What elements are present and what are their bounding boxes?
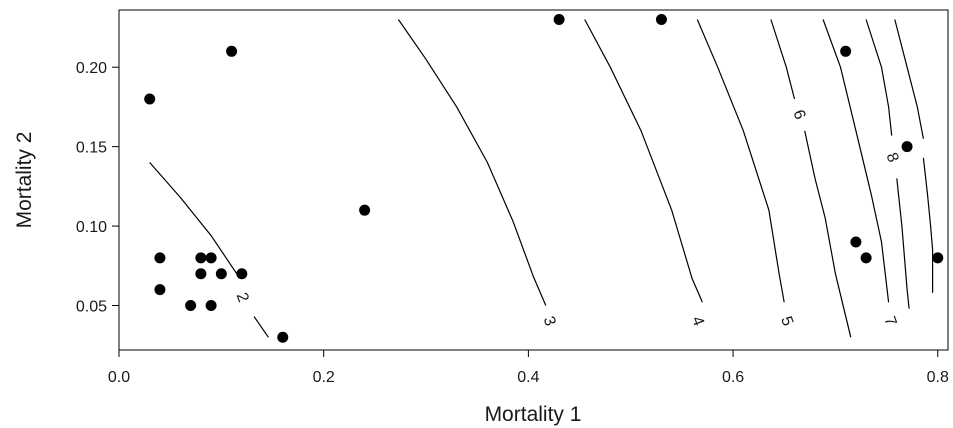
contour-label: 6 bbox=[789, 108, 808, 122]
y-axis-title: Mortality 2 bbox=[13, 132, 36, 229]
y-tick-label: 0.10 bbox=[76, 219, 107, 236]
contour-line bbox=[896, 178, 910, 309]
plot-frame bbox=[118, 9, 949, 351]
data-point bbox=[840, 45, 852, 57]
contour-line bbox=[770, 19, 796, 100]
data-point bbox=[359, 204, 371, 216]
contour-label: 8 bbox=[882, 151, 901, 165]
data-point bbox=[553, 14, 565, 26]
contour-line bbox=[804, 130, 852, 338]
contour-line bbox=[865, 19, 893, 136]
data-point bbox=[236, 268, 248, 280]
contour-label: 3 bbox=[540, 314, 559, 328]
data-points bbox=[144, 14, 944, 343]
contour-lines: 2 3 4 5 6 7 8 bbox=[149, 19, 934, 338]
x-axis: 0.0 0.2 0.4 0.6 0.8 bbox=[108, 350, 949, 386]
contour-line bbox=[822, 19, 890, 303]
contour-line bbox=[584, 19, 703, 303]
data-point bbox=[195, 268, 207, 280]
data-point bbox=[154, 284, 166, 296]
y-tick-label: 0.15 bbox=[76, 140, 107, 157]
contour-line bbox=[922, 157, 934, 293]
contour-label: 4 bbox=[688, 314, 707, 328]
contour-label: 5 bbox=[777, 314, 796, 328]
data-point bbox=[277, 331, 289, 343]
data-point bbox=[215, 268, 227, 280]
data-point bbox=[655, 14, 667, 26]
data-point bbox=[901, 141, 913, 153]
data-point bbox=[205, 300, 217, 312]
x-tick-label: 0.4 bbox=[517, 369, 539, 386]
data-point bbox=[226, 45, 238, 57]
x-tick-label: 0.0 bbox=[108, 369, 130, 386]
x-tick-label: 0.8 bbox=[927, 369, 949, 386]
data-point bbox=[195, 252, 207, 264]
contour-label: 2 bbox=[233, 290, 252, 304]
y-tick-label: 0.20 bbox=[76, 60, 107, 77]
y-axis: 0.05 0.10 0.15 0.20 bbox=[76, 60, 119, 316]
contour-line bbox=[397, 19, 547, 306]
data-point bbox=[154, 252, 166, 264]
x-tick-label: 0.2 bbox=[313, 369, 335, 386]
data-point bbox=[185, 300, 197, 312]
data-point bbox=[205, 252, 217, 264]
data-point bbox=[860, 252, 872, 264]
y-tick-label: 0.05 bbox=[76, 299, 107, 316]
data-point bbox=[144, 93, 156, 105]
data-point bbox=[850, 236, 862, 248]
data-point bbox=[932, 252, 944, 264]
contour-line bbox=[253, 316, 269, 338]
contour-line bbox=[696, 19, 785, 303]
contour-line bbox=[149, 162, 238, 275]
x-tick-label: 0.6 bbox=[722, 369, 744, 386]
contour-label: 7 bbox=[880, 314, 899, 328]
contour-line bbox=[894, 19, 924, 139]
x-axis-title: Mortality 1 bbox=[485, 403, 582, 426]
